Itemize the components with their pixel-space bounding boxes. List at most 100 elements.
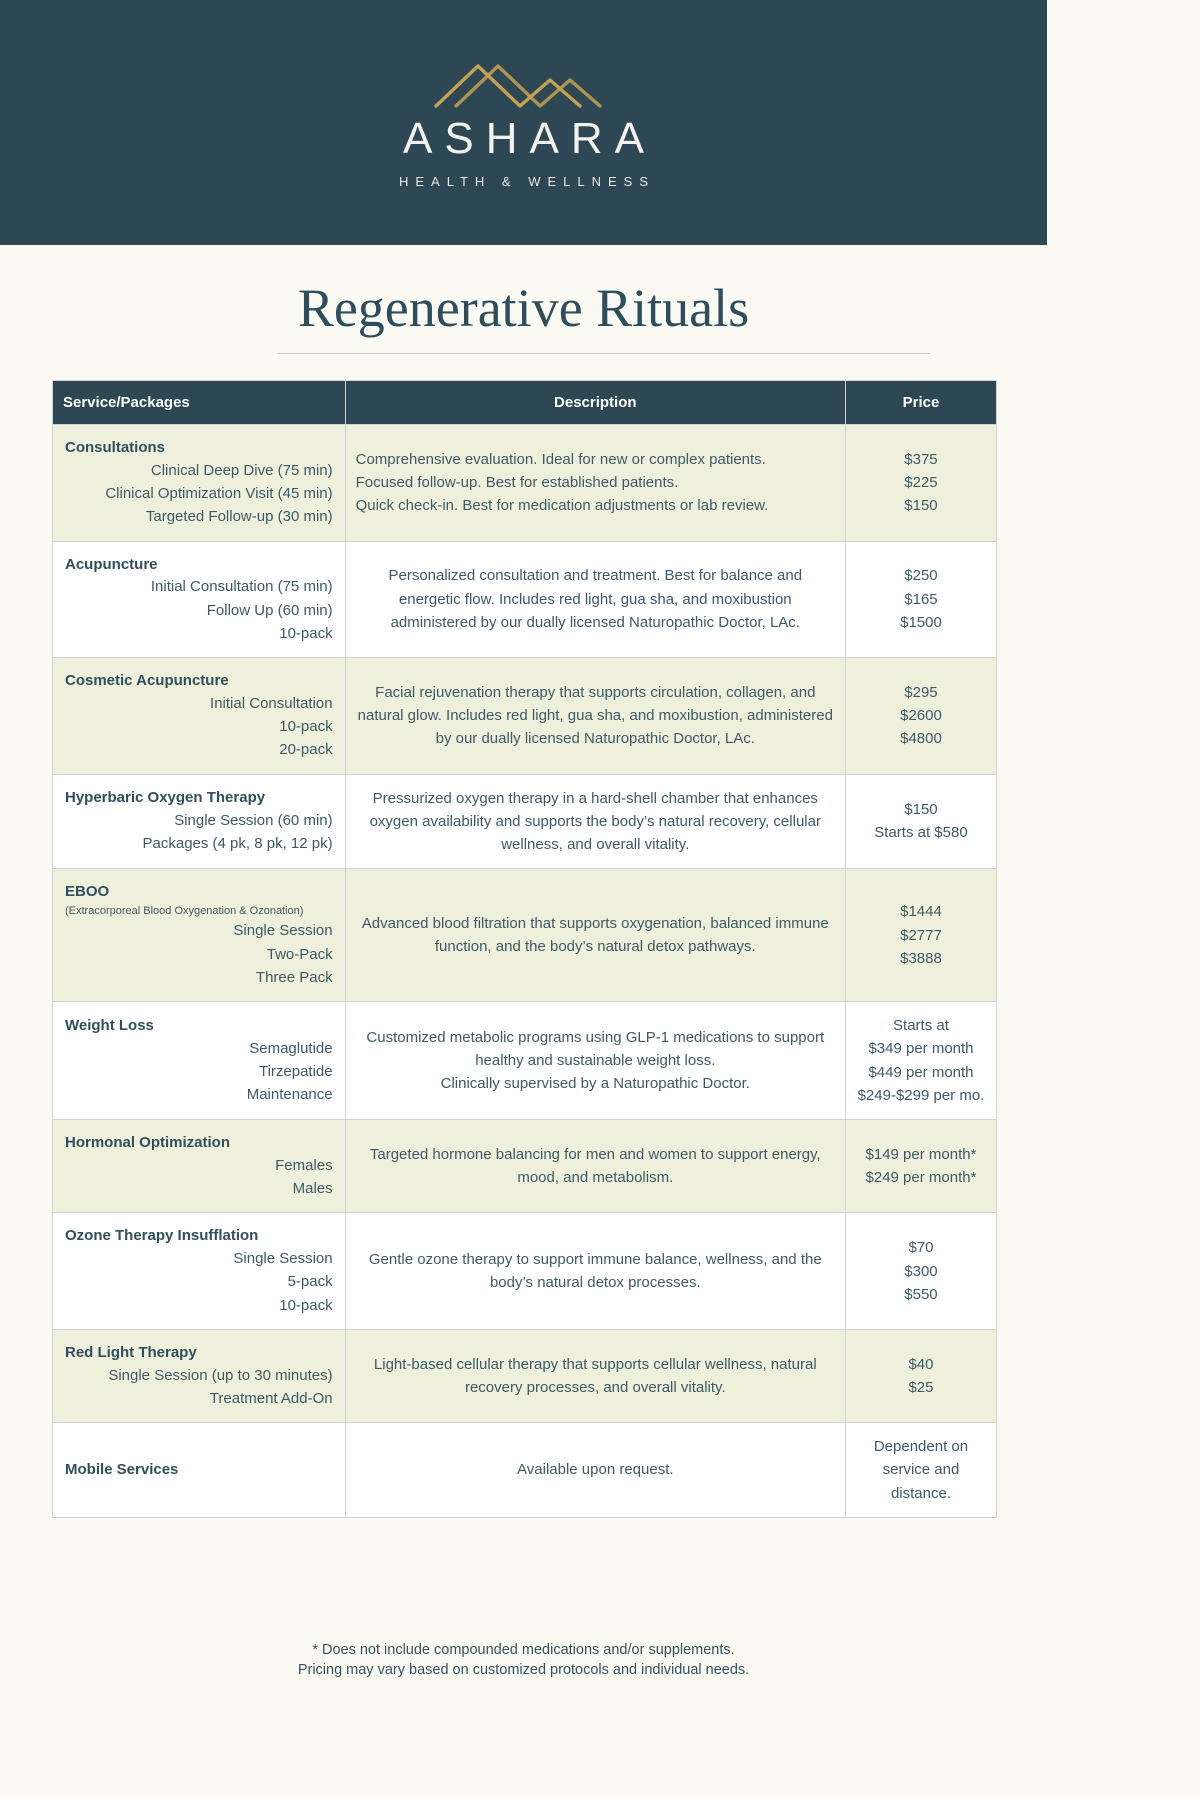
- description-cell: Light-based cellular therapy that suppor…: [344, 1328, 846, 1424]
- description-cell: Available upon request.: [344, 1422, 846, 1518]
- price-line: $150: [904, 497, 938, 515]
- service-title: EBOO: [65, 883, 110, 901]
- service-title: Weight Loss: [65, 1016, 154, 1034]
- service-item: Single Session (up to 30 minutes): [108, 1366, 333, 1384]
- service-item: Packages (4 pk, 8 pk, 12 pk): [142, 835, 333, 853]
- table-row: Ozone Therapy Insufflation Single Session…: [52, 1212, 998, 1330]
- price-line: $149 per month*: [865, 1146, 977, 1164]
- description-cell: Targeted hormone balancing for men and w…: [344, 1119, 846, 1214]
- service-item: Single Session: [233, 1250, 333, 1268]
- price-line: Starts at $580: [874, 824, 968, 842]
- pricing-table-header: Service/Packages Description Price: [52, 380, 998, 425]
- service-cell: Consultations Clinical Deep Dive (75 min)…: [52, 424, 346, 542]
- description-cell: Gentle ozone therapy to support immune b…: [344, 1212, 846, 1330]
- price-cell: $250 $165 $1500: [844, 540, 998, 658]
- table-row: Weight Loss Semaglutide Tirzepatide Mainten…: [52, 1001, 998, 1121]
- pricing-table-body: Consultations Clinical Deep Dive (75 min)…: [52, 424, 998, 1518]
- description-line: Focused follow-up. Best for established …: [355, 474, 679, 492]
- description-cell: Customized metabolic programs using GLP-…: [344, 1001, 846, 1121]
- service-item: 20-pack: [279, 741, 333, 759]
- service-cell: Hyperbaric Oxygen Therapy Single Session …: [52, 773, 346, 870]
- service-title: Cosmetic Acupuncture: [65, 672, 229, 689]
- footnotes: * Does not include compounded medication…: [0, 1640, 1047, 1681]
- description-line: Clinically supervised by a Naturopathic …: [440, 1075, 750, 1093]
- footnote-line-2: Pricing may vary based on customized pro…: [297, 1662, 750, 1679]
- brand-name: ASHARA: [403, 114, 656, 163]
- header-row: Service/Packages Description Price: [52, 380, 998, 425]
- service-item: Males: [292, 1180, 333, 1198]
- price-line: $3888: [900, 949, 942, 967]
- description-line: Advanced blood filtration that supports …: [361, 914, 829, 956]
- service-item: 10-pack: [279, 1296, 333, 1314]
- table-row: Consultations Clinical Deep Dive (75 min)…: [52, 424, 998, 542]
- service-title: Hormonal Optimization: [65, 1134, 230, 1152]
- price-line: $249 per month*: [865, 1169, 977, 1187]
- brand-logo: ASHARA HEALTH & WELLNESS: [391, 56, 656, 189]
- column-header-service: Service/Packages: [52, 380, 346, 425]
- price-cell: $295 $2600 $4800: [844, 657, 998, 775]
- service-item: Single Session (60 min): [174, 812, 333, 829]
- service-cell: Ozone Therapy Insufflation Single Session…: [52, 1212, 346, 1330]
- table-row: Hyperbaric Oxygen Therapy Single Session …: [52, 773, 998, 870]
- price-cell: Dependent on service and distance.: [844, 1422, 998, 1518]
- price-line: Starts at: [893, 1017, 949, 1035]
- description-line: Personalized consultation and treatment.…: [388, 567, 803, 631]
- service-cell: Cosmetic Acupuncture Initial Consultation…: [52, 657, 346, 775]
- price-cell: Starts at $349 per month $449 per month $24…: [844, 1001, 998, 1121]
- table-row: Hormonal Optimization Females Males Targete…: [52, 1119, 998, 1214]
- service-title: Mobile Services: [65, 1461, 179, 1479]
- price-line: $300: [904, 1262, 938, 1280]
- price-line: $250: [904, 567, 938, 585]
- service-item: Three Pack: [255, 968, 333, 986]
- brand-tagline: HEALTH & WELLNESS: [398, 174, 655, 189]
- pricing-table: Service/Packages Description Price Consu…: [52, 380, 998, 1518]
- table-row: Cosmetic Acupuncture Initial Consultation…: [52, 657, 998, 775]
- table-row: Mobile Services Available upon request. De…: [52, 1422, 998, 1518]
- service-item: Two-Pack: [266, 945, 333, 963]
- description-cell: Pressurized oxygen therapy in a hard-she…: [344, 773, 846, 870]
- table-row: EBOO (Extracorporeal Blood Oxygenation & …: [52, 868, 998, 1003]
- service-cell: Acupuncture Initial Consultation (75 min)…: [52, 540, 346, 658]
- service-note: (Extracorporeal Blood Oxygenation & Ozon…: [65, 905, 304, 917]
- column-header-description: Description: [344, 380, 846, 425]
- service-item: Initial Consultation: [210, 694, 333, 712]
- service-item: Targeted Follow-up (30 min): [145, 508, 333, 526]
- description-line: Gentle ozone therapy to support immune b…: [368, 1250, 822, 1292]
- service-item: Semaglutide: [249, 1039, 333, 1057]
- description-line: Targeted hormone balancing for men and w…: [369, 1146, 821, 1187]
- description-cell: Facial rejuvenation therapy that support…: [344, 657, 846, 775]
- description-line: Facial rejuvenation therapy that support…: [357, 683, 833, 748]
- service-item: 5-pack: [287, 1273, 333, 1291]
- service-cell: Weight Loss Semaglutide Tirzepatide Mainten…: [52, 1001, 346, 1121]
- table-row: Red Light Therapy Single Session (up to 3…: [52, 1328, 998, 1424]
- page-canvas: ASHARA HEALTH & WELLNESS Regenerative Ri…: [0, 0, 1047, 1681]
- service-title: Acupuncture: [65, 555, 158, 573]
- service-cell: EBOO (Extracorporeal Blood Oxygenation & …: [52, 868, 346, 1003]
- service-title: Consultations: [65, 439, 165, 456]
- service-title: Hyperbaric Oxygen Therapy: [65, 789, 266, 807]
- service-item: Clinical Deep Dive (75 min): [150, 461, 333, 479]
- footnote-line-1: * Does not include compounded medication…: [312, 1641, 735, 1658]
- service-item: 10-pack: [279, 624, 333, 642]
- price-cell: $149 per month* $249 per month*: [844, 1119, 998, 1214]
- service-item: Tirzepatide: [258, 1062, 333, 1080]
- price-line: $449 per month: [868, 1063, 974, 1081]
- description-cell: Personalized consultation and treatment.…: [344, 540, 846, 658]
- service-cell: Red Light Therapy Single Session (up to 3…: [52, 1328, 346, 1424]
- price-line: $225: [904, 474, 938, 492]
- table-row: Acupuncture Initial Consultation (75 min)…: [52, 540, 998, 658]
- price-line: $40: [908, 1355, 934, 1373]
- title-divider: [277, 353, 930, 354]
- service-title: Ozone Therapy Insufflation: [65, 1227, 259, 1245]
- price-line: $1500: [900, 613, 942, 631]
- price-line: $150: [904, 801, 938, 819]
- page-title: Regenerative Rituals: [297, 278, 750, 338]
- service-item: Initial Consultation (75 min): [150, 578, 333, 596]
- brand-header: ASHARA HEALTH & WELLNESS: [0, 0, 1047, 245]
- description-line: Comprehensive evaluation. Ideal for new …: [355, 450, 766, 468]
- description-line: Light-based cellular therapy that suppor…: [373, 1355, 817, 1397]
- description-cell: Advanced blood filtration that supports …: [344, 868, 846, 1003]
- description-cell: Comprehensive evaluation. Ideal for new …: [344, 424, 846, 542]
- price-line: $165: [904, 590, 938, 608]
- description-line: Available upon request.: [517, 1461, 674, 1479]
